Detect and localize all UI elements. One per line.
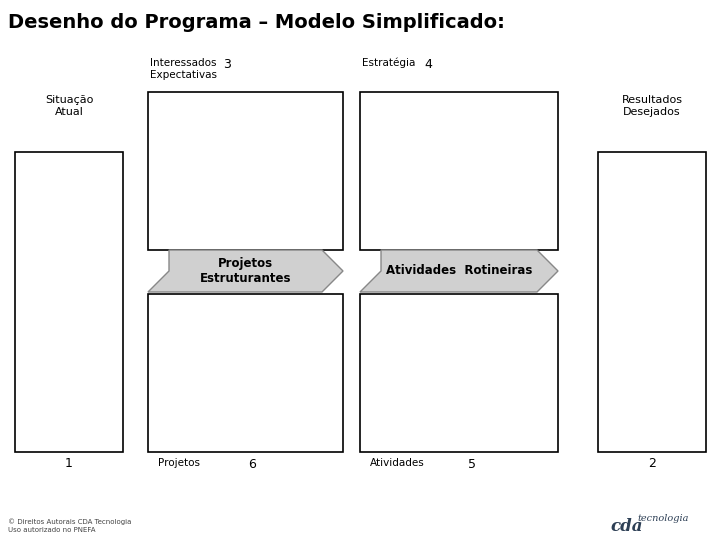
Text: Interessados
Expectativas: Interessados Expectativas bbox=[150, 58, 217, 80]
Text: Resultados
Desejados: Resultados Desejados bbox=[621, 94, 683, 117]
Text: Situação
Atual: Situação Atual bbox=[45, 94, 93, 117]
Bar bbox=[148, 294, 343, 452]
Bar bbox=[15, 152, 123, 452]
Text: cda: cda bbox=[610, 518, 642, 535]
Bar bbox=[148, 92, 343, 250]
Text: Projetos: Projetos bbox=[158, 458, 200, 468]
Text: Desenho do Programa – Modelo Simplificado:: Desenho do Programa – Modelo Simplificad… bbox=[8, 13, 505, 32]
Text: 5: 5 bbox=[468, 458, 476, 471]
Text: 1: 1 bbox=[65, 457, 73, 470]
Text: 4: 4 bbox=[424, 58, 432, 71]
Bar bbox=[598, 152, 706, 452]
Text: 3: 3 bbox=[223, 58, 231, 71]
Text: Projetos
Estruturantes: Projetos Estruturantes bbox=[199, 256, 292, 286]
Text: 6: 6 bbox=[248, 458, 256, 471]
Bar bbox=[360, 294, 558, 452]
Text: Estratégia: Estratégia bbox=[362, 58, 415, 69]
Bar bbox=[360, 92, 558, 250]
Text: Atividades  Rotineiras: Atividades Rotineiras bbox=[386, 265, 532, 278]
Text: 2: 2 bbox=[648, 457, 656, 470]
Text: tecnologia: tecnologia bbox=[637, 514, 688, 523]
Text: © Direitos Autorais CDA Tecnologia
Uso autorizado no PNEFA: © Direitos Autorais CDA Tecnologia Uso a… bbox=[8, 518, 131, 532]
Polygon shape bbox=[360, 250, 558, 292]
Polygon shape bbox=[148, 250, 343, 292]
Text: Atividades: Atividades bbox=[370, 458, 425, 468]
